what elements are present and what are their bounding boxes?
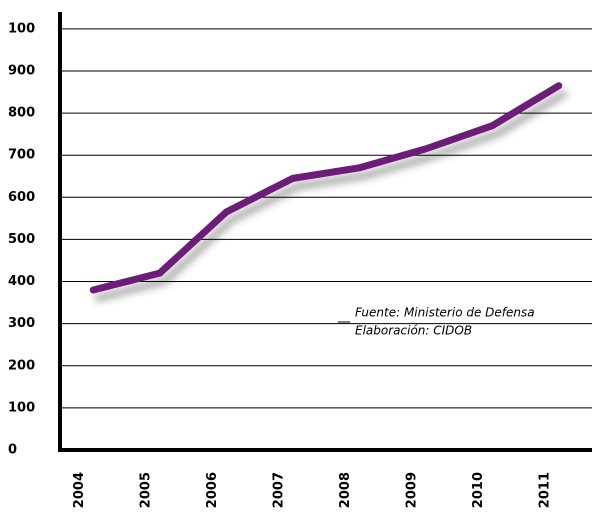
x-tick-label: 2009: [404, 472, 419, 508]
y-tick-label: 800: [8, 106, 35, 121]
y-tick-label: 900: [8, 63, 35, 78]
y-tick-label: 0: [8, 443, 17, 458]
annotation: Fuente: Ministerio de Defensa: [355, 306, 535, 320]
x-tick-label: 2007: [271, 472, 286, 508]
y-tick-label: 200: [8, 358, 35, 373]
x-tick-label: 2005: [138, 472, 153, 508]
y-tick-label: 100: [8, 21, 35, 36]
y-tick-label: 500: [8, 232, 35, 247]
y-tick-label: 700: [8, 148, 35, 163]
x-tick-label: 2008: [338, 472, 353, 508]
annotation: Elaboración: CIDOB: [355, 324, 472, 338]
x-tick-label: 2011: [537, 472, 552, 508]
x-tick-label: 2010: [471, 472, 486, 508]
x-tick-label: 2004: [72, 472, 87, 508]
y-tick-label: 100: [8, 400, 35, 415]
y-tick-label: 400: [8, 274, 35, 289]
line: [89, 82, 563, 294]
y-tick-label: 600: [8, 190, 35, 205]
y-tick-label: 300: [8, 316, 35, 331]
x-tick-label: 2006: [205, 472, 220, 508]
